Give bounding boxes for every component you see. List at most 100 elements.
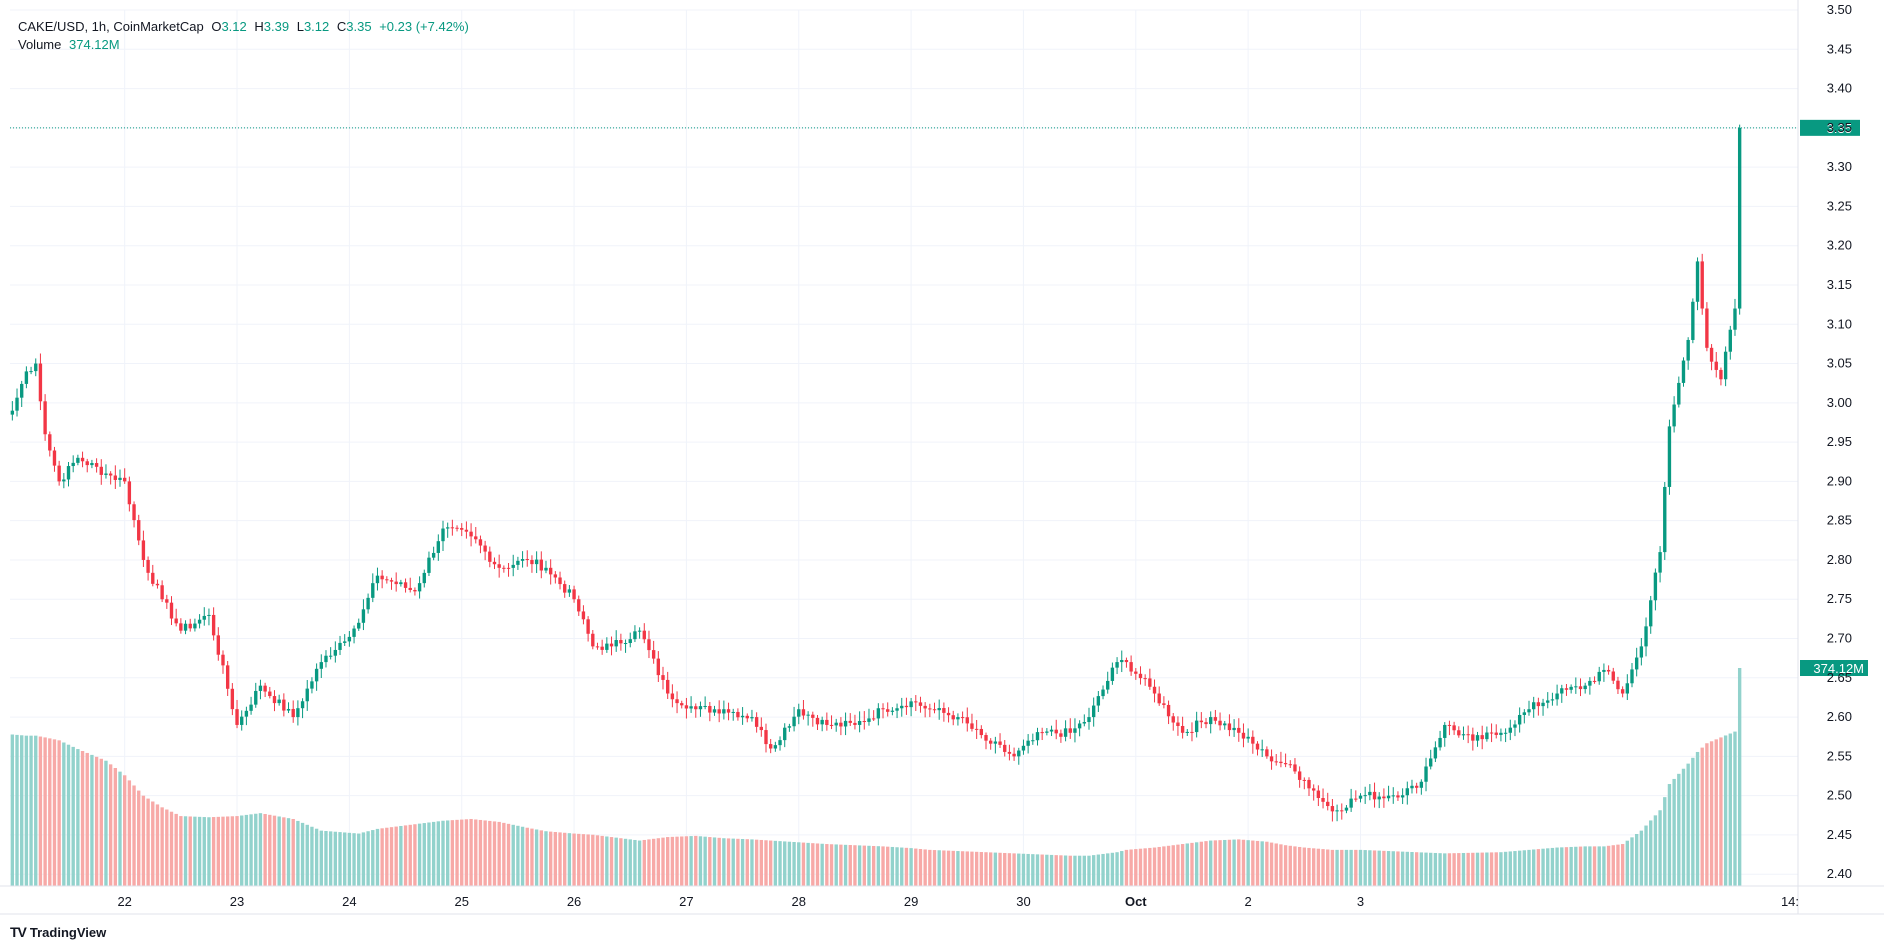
- volume-bar: [1714, 739, 1718, 886]
- volume-bar: [347, 832, 352, 886]
- candle-body: [642, 630, 646, 640]
- volume-bar: [1311, 848, 1316, 886]
- candle-body: [474, 536, 478, 540]
- candle-body: [904, 705, 909, 708]
- volume-bar: [1091, 855, 1096, 886]
- volume-bar: [1157, 846, 1161, 886]
- candle-body: [998, 741, 1002, 745]
- candle-body: [52, 450, 57, 466]
- candle-body: [169, 602, 174, 619]
- volume-bar: [815, 843, 820, 886]
- candle-body: [1438, 737, 1442, 748]
- volume-bar: [76, 749, 80, 886]
- candle-body: [375, 575, 380, 584]
- volume-bar: [188, 816, 192, 886]
- volume-bar: [544, 831, 548, 886]
- volume-bar: [525, 827, 529, 886]
- volume-bar: [1555, 847, 1559, 886]
- candle-body: [1723, 351, 1728, 380]
- candle-body: [1232, 727, 1236, 731]
- candle-body: [623, 643, 628, 645]
- volume-bar: [759, 839, 763, 886]
- candle-body: [909, 701, 913, 708]
- volume-bar: [1255, 840, 1260, 886]
- candle-body: [1349, 798, 1353, 808]
- volume-bar: [993, 852, 998, 886]
- candle-body: [745, 715, 749, 719]
- volume-bar: [254, 813, 258, 886]
- candle-body: [57, 465, 61, 482]
- volume-bar: [754, 839, 759, 886]
- volume-bar: [132, 785, 136, 886]
- price-tick-label: 3.50: [1827, 2, 1852, 17]
- volume-bar: [726, 838, 731, 886]
- candle-body: [815, 717, 820, 725]
- candle-body: [1536, 702, 1541, 707]
- volume-bar: [1138, 848, 1143, 886]
- volume-bar: [708, 837, 712, 886]
- candle-body: [1031, 740, 1035, 742]
- volume-bar: [1269, 842, 1274, 886]
- volume-bar: [1489, 852, 1494, 886]
- candle-body: [183, 623, 188, 631]
- legend-row-price: CAKE/USD, 1h, CoinMarketCap O3.12 H3.39 …: [18, 18, 473, 36]
- volume-bar: [656, 838, 661, 886]
- candle-body: [1255, 743, 1260, 750]
- volume-bar: [886, 846, 890, 886]
- volume-bar: [1049, 854, 1054, 886]
- candle-body: [99, 466, 103, 475]
- candle-body: [179, 623, 183, 631]
- volume-bar: [600, 835, 604, 886]
- candle-body: [123, 477, 127, 482]
- candle-body: [914, 701, 918, 703]
- candle-body: [165, 599, 169, 603]
- candle-body: [76, 457, 80, 463]
- volume-bar: [1354, 849, 1358, 886]
- volume-bar: [108, 764, 113, 886]
- candle-body: [1475, 735, 1480, 741]
- volume-bar: [829, 844, 834, 886]
- candle-body: [1283, 763, 1288, 765]
- candle-body: [394, 581, 398, 585]
- volume-bar: [820, 843, 824, 886]
- volume-bar: [572, 833, 576, 886]
- legend-symbol: CAKE/USD, 1h, CoinMarketCap: [18, 19, 204, 34]
- volume-bar: [900, 847, 904, 886]
- candle-body: [1288, 764, 1292, 766]
- volume-bar: [319, 830, 323, 886]
- axes: 3.50 3.45 3.40 3.35 3.30 3.25 3.20 3.15 3.10 3.05…: [0, 0, 1884, 915]
- candle-body: [1611, 671, 1615, 681]
- candle-body: [1091, 705, 1096, 718]
- candle-body: [946, 712, 951, 716]
- volume-bar: [272, 815, 277, 886]
- volume-bar: [1251, 840, 1255, 886]
- volume-bar: [352, 833, 356, 886]
- tradingview-brand[interactable]: TV TradingView: [10, 924, 106, 940]
- price-tick-label: 2.80: [1827, 552, 1852, 567]
- volume-bar: [628, 839, 632, 886]
- candle-body: [525, 559, 529, 561]
- candle-body: [1700, 261, 1704, 309]
- volume-bar: [1583, 846, 1587, 886]
- candle-body: [764, 730, 768, 745]
- candle-body: [544, 567, 548, 571]
- volume-bar: [1223, 839, 1227, 886]
- volume-bar: [871, 845, 876, 886]
- candle-body: [211, 614, 216, 636]
- candle-body: [890, 710, 895, 712]
- candle-body: [530, 559, 534, 565]
- candle-body: [1068, 728, 1072, 733]
- volume-bar: [1358, 849, 1363, 886]
- volume-bar: [160, 807, 164, 886]
- price-tick-label: 3.45: [1827, 41, 1852, 56]
- volume-bar: [1705, 743, 1709, 886]
- candle-body: [595, 646, 600, 648]
- candle-body: [1063, 728, 1068, 737]
- volume-bar: [881, 846, 885, 886]
- volume-bar: [1293, 846, 1297, 886]
- volume-bar: [1180, 844, 1185, 886]
- time-tick-label: 27: [679, 894, 693, 909]
- volume-bar: [389, 827, 394, 886]
- candle-body: [1185, 731, 1189, 733]
